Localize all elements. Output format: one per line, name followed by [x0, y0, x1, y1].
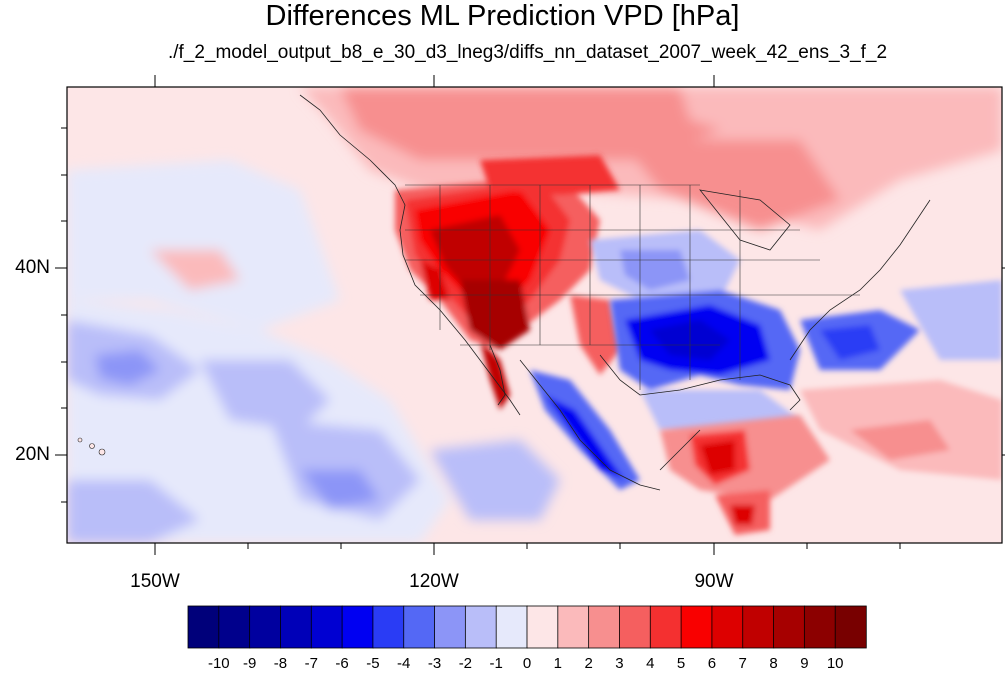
colorbar-swatch — [680, 605, 713, 649]
colorbar-tick-label: 9 — [800, 655, 809, 672]
colorbar-swatch — [588, 605, 621, 649]
lon-label-90w: 90W — [694, 571, 734, 592]
colorbar-tick-label: 5 — [676, 655, 686, 672]
colorbar-tick-label: 6 — [707, 655, 717, 672]
colorbar-swatch — [834, 605, 867, 649]
colorbar-tick-label: 7 — [738, 655, 747, 672]
colorbar-swatch — [249, 605, 282, 649]
colorbar-swatch — [464, 605, 497, 649]
colorbar — [187, 605, 867, 649]
map-title: Differences ML Prediction VPD [hPa] — [265, 0, 740, 32]
colorbar-swatch — [711, 605, 744, 649]
colorbar-swatch — [403, 605, 436, 649]
colorbar-swatch — [341, 605, 374, 649]
colorbar-swatch — [280, 605, 312, 649]
colorbar-swatch — [495, 605, 528, 649]
colorbar-tick-label: 10 — [826, 655, 844, 672]
lon-label-150w: 150W — [130, 571, 180, 592]
colorbar-tick-label: 3 — [615, 655, 624, 672]
colorbar-swatch — [557, 605, 590, 649]
colorbar-swatch — [372, 605, 405, 649]
colorbar-swatch — [649, 605, 682, 649]
colorbar-swatch — [434, 605, 467, 649]
colorbar-tick-label: -10 — [207, 655, 230, 672]
lat-label-40n: 40N — [15, 257, 50, 278]
colorbar-tick-label: 8 — [769, 655, 778, 672]
map-subtitle: ./f_2_model_output_b8_e_30_d3_lneg3/diff… — [167, 42, 888, 63]
colorbar-tick-label: 1 — [553, 655, 562, 672]
colorbar-tick-label: -7 — [304, 655, 318, 672]
colorbar-swatch — [803, 605, 836, 649]
colorbar-swatch — [742, 605, 775, 649]
colorbar-tick-label: -4 — [397, 655, 411, 672]
colorbar-tick-label: -9 — [242, 655, 257, 672]
colorbar-swatch — [619, 605, 651, 649]
colorbar-swatch — [187, 605, 220, 649]
colorbar-tick-label: -5 — [366, 655, 380, 672]
colorbar-tick-label: -3 — [427, 655, 442, 672]
map-plot-area — [67, 87, 1002, 543]
colorbar-swatch — [218, 605, 251, 649]
colorbar-swatch — [310, 605, 343, 649]
colorbar-tick-label: -1 — [489, 655, 503, 672]
colorbar-tick-label: 2 — [584, 655, 593, 672]
colorbar-swatch — [526, 605, 559, 649]
lat-label-20n: 20N — [15, 444, 50, 465]
colorbar-tick-label: 4 — [646, 655, 655, 672]
colorbar-tick-label: -8 — [273, 655, 288, 672]
colorbar-swatch — [773, 605, 806, 649]
colorbar-tick-label: -2 — [458, 655, 473, 672]
lon-label-120w: 120W — [409, 571, 459, 592]
colorbar-tick-label: -6 — [335, 655, 349, 672]
colorbar-tick-label: 0 — [522, 655, 532, 672]
